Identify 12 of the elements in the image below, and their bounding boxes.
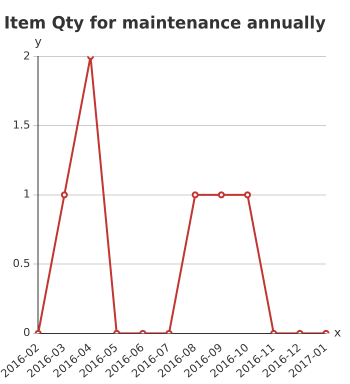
y-tick-label: 1 — [23, 188, 30, 201]
point — [192, 191, 199, 198]
y-tick-label: 2 — [23, 49, 30, 62]
y-axis-title: y — [34, 34, 42, 49]
y-tick-label: 1.5 — [12, 118, 30, 132]
point — [218, 191, 225, 198]
point — [244, 191, 252, 198]
point — [60, 191, 68, 198]
chart-title: Item Qty for maintenance annually — [4, 13, 326, 33]
y-tick-label: 0.5 — [12, 256, 30, 270]
y-tick-label: 0 — [23, 326, 30, 340]
x-axis-title: x — [334, 325, 342, 340]
